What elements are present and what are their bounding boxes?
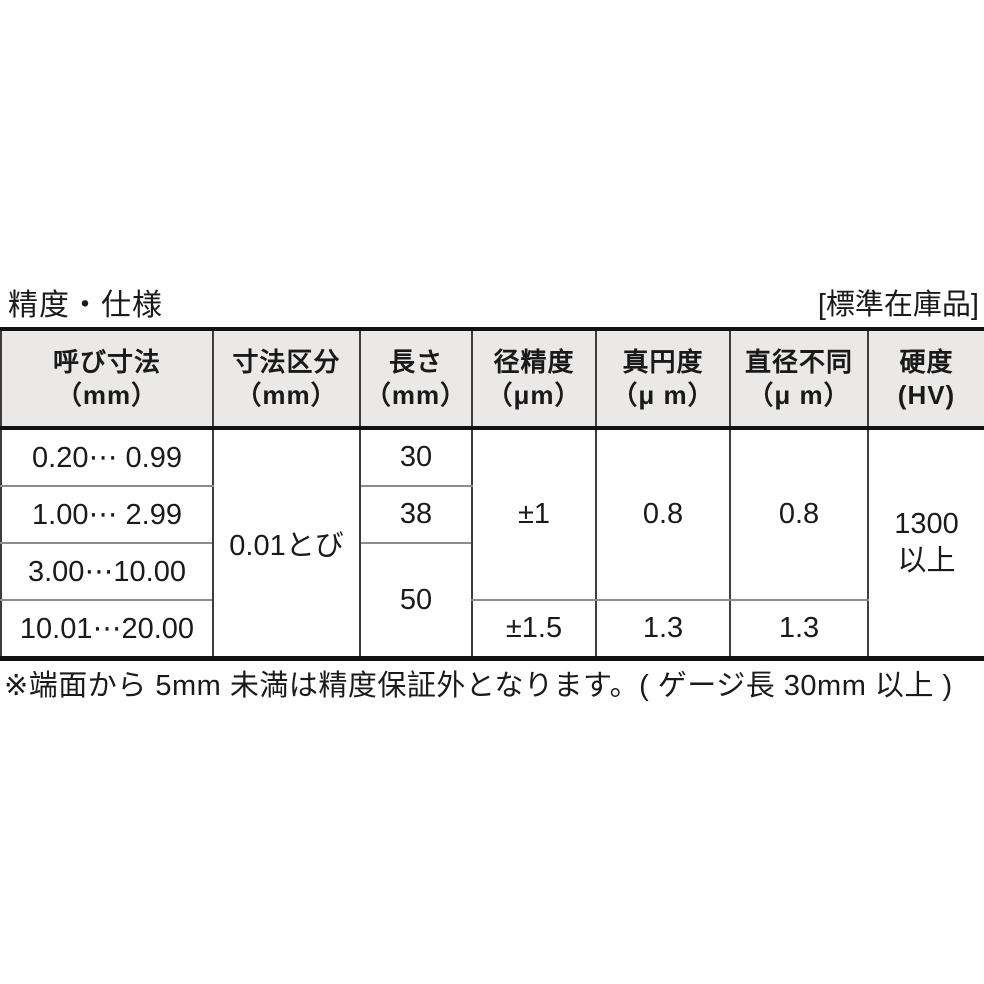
cell-nominal-size-3: 3.00⋯10.00	[0, 542, 214, 601]
header-length: 長さ （mm）	[359, 327, 473, 430]
header-label: 長さ	[388, 346, 443, 377]
header-label: 径精度	[493, 346, 575, 377]
header-diameter-accuracy: 径精度 （μm）	[471, 327, 597, 430]
header-size-increment: 寸法区分 （mm）	[212, 327, 361, 430]
header-label: 直径不同	[744, 346, 853, 377]
cell-nominal-size-4: 10.01⋯20.00	[0, 599, 214, 660]
header-label: 寸法区分	[232, 346, 341, 377]
header-unit: （μ m）	[747, 379, 851, 410]
hardness-qualifier: 以上	[897, 545, 956, 577]
cell-length-38: 38	[359, 485, 473, 544]
header-unit: (HV)	[897, 379, 956, 410]
header-hardness: 硬度 (HV)	[867, 327, 984, 430]
cell-roundness-large: 1.3	[595, 599, 731, 660]
table-row: 1.00⋯ 2.99 38	[0, 485, 984, 544]
header-label: 硬度	[899, 346, 954, 377]
stock-status-label: [標準在庫品]	[817, 289, 979, 321]
header-unit: （mm）	[55, 379, 159, 410]
cell-nominal-size-2: 1.00⋯ 2.99	[0, 485, 214, 544]
header-label: 真円度	[622, 346, 704, 377]
header-unit: （μm）	[486, 379, 582, 410]
cell-nominal-size-1: 0.20⋯ 0.99	[0, 427, 214, 487]
header-roundness: 真円度 （μ m）	[595, 327, 731, 430]
table-row: 0.20⋯ 0.99 0.01とび 30 ±1 0.8 0.8 1300 以上	[0, 427, 984, 660]
cell-length-30: 30	[359, 427, 473, 487]
header-unit: （mm）	[235, 379, 338, 410]
cell-roundness-small: 0.8	[595, 427, 731, 601]
hardness-value: 1300	[894, 508, 959, 540]
cell-length-50: 50	[359, 542, 473, 660]
header-label: 呼び寸法	[52, 346, 161, 377]
cell-size-increment: 0.01とび	[212, 427, 361, 660]
header-diameter-variation: 直径不同 （μ m）	[729, 327, 869, 430]
header-unit: （mm）	[364, 379, 468, 410]
section-title: 精度・仕様	[8, 289, 163, 322]
table-row: 3.00⋯10.00 50	[0, 542, 984, 660]
table-row: 10.01⋯20.00 ±1.5 1.3 1.3	[0, 599, 984, 660]
header-nominal-size: 呼び寸法 （mm）	[0, 327, 214, 430]
cell-diameter-accuracy-large: ±1.5	[471, 599, 597, 660]
cell-hardness: 1300 以上	[867, 427, 984, 660]
header-row: 呼び寸法 （mm） 寸法区分 （mm） 長さ （mm） 径精度 （μm） 真円度	[0, 327, 984, 430]
footnote: ※端面から 5mm 未満は精度保証外となります。( ゲージ長 30mm 以上 )	[4, 670, 953, 702]
cell-diameter-variation-small: 0.8	[729, 427, 869, 601]
header-unit: （μ m）	[611, 379, 715, 410]
cell-diameter-variation-large: 1.3	[729, 599, 869, 660]
cell-diameter-accuracy-small: ±1	[471, 427, 597, 601]
spec-table: 呼び寸法 （mm） 寸法区分 （mm） 長さ （mm） 径精度 （μm） 真円度	[0, 327, 984, 661]
